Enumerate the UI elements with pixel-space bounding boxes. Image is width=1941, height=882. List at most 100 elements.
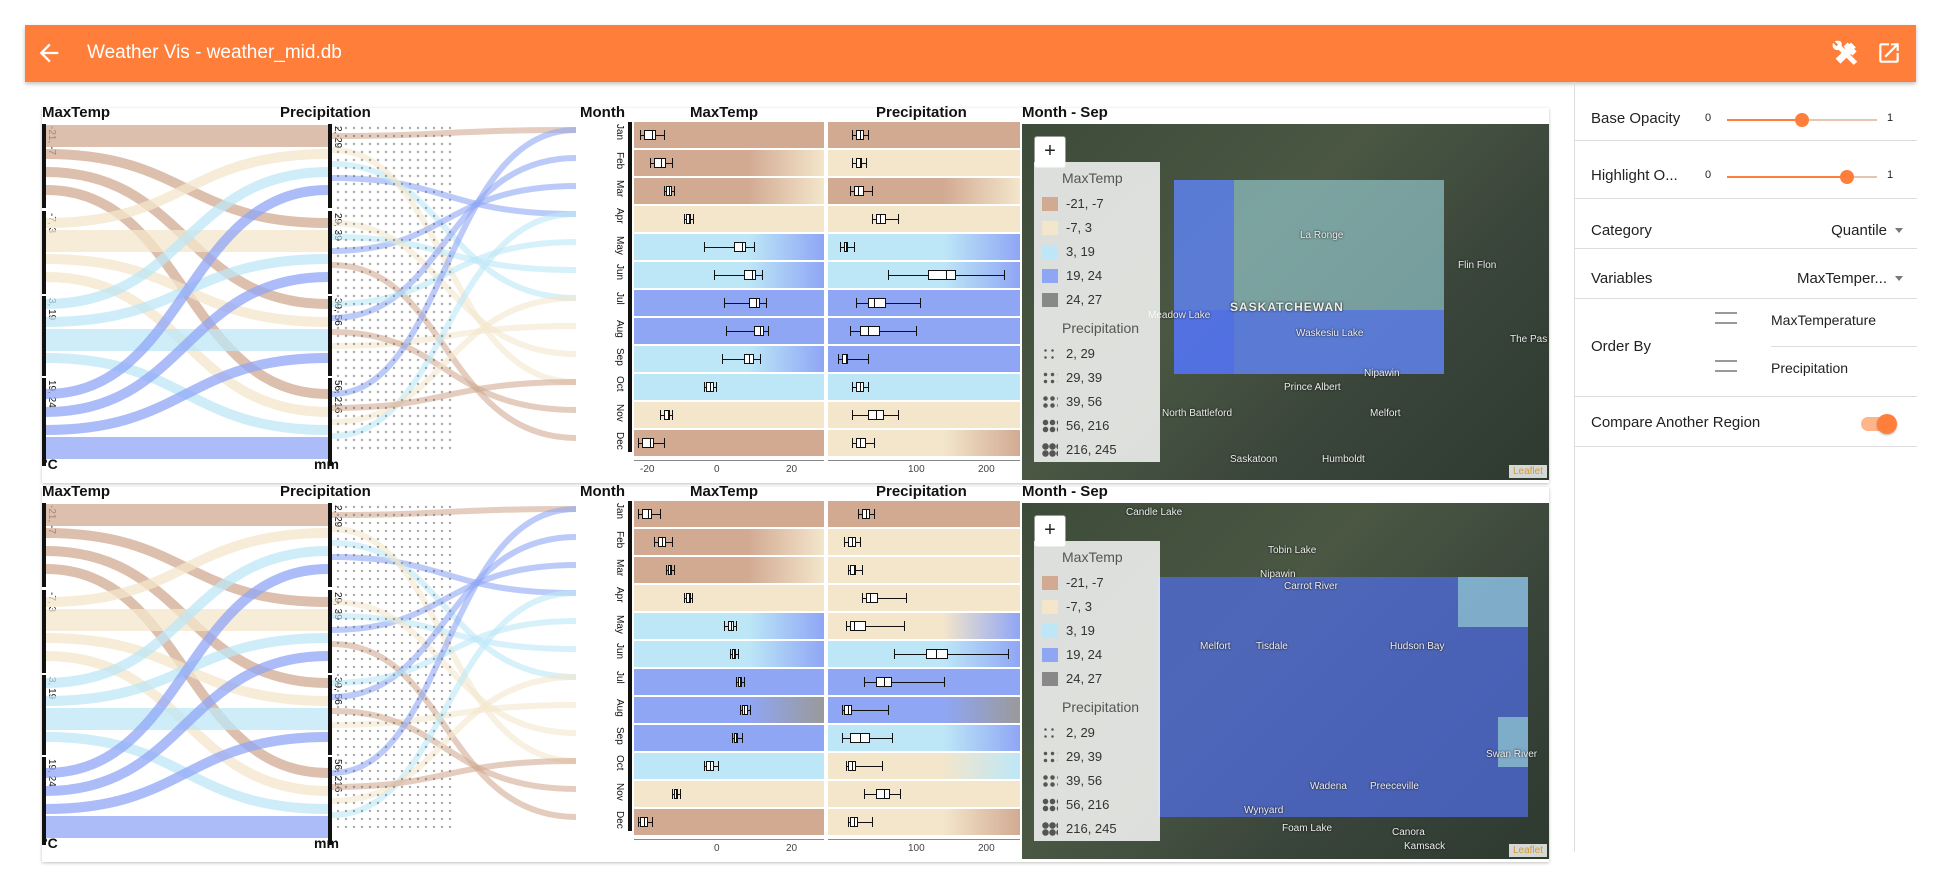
precip-segment-bar[interactable] [328, 296, 332, 376]
legend-item-label: 19, 24 [1066, 647, 1103, 662]
parallel-sets[interactable] [46, 503, 586, 843]
precip-box-row[interactable] [828, 753, 1020, 779]
temp-segment-bar[interactable] [42, 503, 46, 587]
precip-segment-bar[interactable] [328, 675, 332, 755]
order-by-item[interactable]: Precipitation [1771, 346, 1917, 394]
precip-segment-bar[interactable] [328, 378, 332, 466]
precip-box-row[interactable] [828, 402, 1020, 428]
precip-box-row[interactable] [828, 346, 1020, 372]
maxtemp-box-row[interactable] [634, 346, 824, 372]
precip-box-row[interactable] [828, 613, 1020, 639]
precip-box-row[interactable] [828, 781, 1020, 807]
region-map[interactable]: SASKATCHEWAN La Ronge Flin Flon The Pas Wask… [1022, 124, 1549, 480]
precip-box-row[interactable] [828, 122, 1020, 148]
maxtemp-box-row[interactable] [634, 262, 824, 288]
precip-box-row[interactable] [828, 234, 1020, 260]
precip-box-row[interactable] [828, 557, 1020, 583]
maxtemp-box-row[interactable] [634, 529, 824, 555]
drag-handle-icon[interactable] [1715, 312, 1737, 324]
variables-row[interactable]: Variables MaxTemper... [1575, 248, 1917, 299]
maxtemp-box-row[interactable] [634, 669, 824, 695]
precip-box-row[interactable] [828, 501, 1020, 527]
maxtemp-box-row[interactable] [634, 641, 824, 667]
precip-box-row[interactable] [828, 585, 1020, 611]
flow-band[interactable] [46, 272, 329, 417]
precip-segment-bar[interactable] [328, 590, 332, 673]
maxtemp-box-row[interactable] [634, 430, 824, 456]
order-by-item[interactable]: MaxTemperature [1771, 298, 1917, 347]
map-attribution[interactable]: Leaflet [1508, 844, 1547, 857]
precip-box-row[interactable] [828, 262, 1020, 288]
category-row[interactable]: Category Quantile [1575, 198, 1917, 249]
variables-select[interactable]: MaxTemper... [1796, 270, 1887, 287]
maxtemp-box-row[interactable] [634, 697, 824, 723]
maxtemp-box-row[interactable] [634, 374, 824, 400]
temp-segment-bar[interactable] [42, 296, 46, 376]
map-overlay[interactable] [1174, 180, 1444, 374]
precip-box-row[interactable] [828, 669, 1020, 695]
maxtemp-box-row[interactable] [634, 402, 824, 428]
precip-segment-bar[interactable] [328, 503, 332, 587]
region-map[interactable]: Candle Lake Tobin Lake Nipawin Carrot River… [1022, 503, 1549, 859]
category-select[interactable]: Quantile [1831, 222, 1887, 239]
flow-band[interactable] [46, 528, 329, 607]
drag-handle-icon[interactable] [1715, 360, 1737, 372]
maxtemp-box-row[interactable] [634, 150, 824, 176]
arrow-left-icon[interactable] [35, 39, 63, 67]
precip-box-row[interactable] [828, 290, 1020, 316]
temp-segment-bar[interactable] [42, 211, 46, 294]
precip-box-row[interactable] [828, 150, 1020, 176]
flow-band[interactable] [46, 353, 329, 435]
temp-segment-bar[interactable] [42, 124, 46, 208]
compare-toggle[interactable] [1861, 414, 1897, 434]
compare-toggle-thumb[interactable] [1877, 414, 1897, 434]
precip-box-row[interactable] [828, 430, 1020, 456]
maxtemp-box-row[interactable] [634, 557, 824, 583]
map-overlay[interactable] [1158, 577, 1528, 817]
precip-box-row[interactable] [828, 374, 1020, 400]
flow-band[interactable] [46, 651, 329, 796]
precip-segment-bar[interactable] [328, 757, 332, 845]
maxtemp-box-row[interactable] [634, 613, 824, 639]
precip-box-row[interactable] [828, 178, 1020, 204]
maxtemp-box-row[interactable] [634, 318, 824, 344]
maxtemp-box-row[interactable] [634, 234, 824, 260]
flow-band[interactable] [46, 185, 329, 399]
maxtemp-box-row[interactable] [634, 781, 824, 807]
maxtemp-box-row[interactable] [634, 809, 824, 835]
flow-band[interactable] [46, 149, 329, 228]
precip-box-row[interactable] [828, 809, 1020, 835]
maxtemp-box-row[interactable] [634, 178, 824, 204]
precip-segment-bar[interactable] [328, 211, 332, 294]
precip-box-row[interactable] [828, 318, 1020, 344]
precip-box-row[interactable] [828, 529, 1020, 555]
parallel-sets[interactable] [46, 124, 586, 464]
base-opacity-slider-thumb[interactable] [1795, 113, 1809, 127]
month-label: Apr [614, 208, 625, 224]
temp-segment-bar[interactable] [42, 378, 46, 466]
flow-band[interactable] [46, 167, 329, 309]
flow-band[interactable] [46, 732, 329, 814]
maxtemp-box-row[interactable] [634, 725, 824, 751]
open-in-new-icon[interactable] [1876, 40, 1902, 66]
precip-box-row[interactable] [828, 697, 1020, 723]
boxplot-median [749, 354, 750, 364]
maxtemp-box-row[interactable] [634, 585, 824, 611]
highlight-opacity-slider-thumb[interactable] [1840, 170, 1854, 184]
temp-segment-bar[interactable] [42, 590, 46, 673]
maxtemp-box-row[interactable] [634, 206, 824, 232]
tools-icon[interactable] [1832, 40, 1860, 68]
precip-segment-bar[interactable] [328, 124, 332, 208]
flow-band[interactable] [46, 546, 329, 688]
precip-box-row[interactable] [828, 641, 1020, 667]
map-attribution[interactable]: Leaflet [1508, 465, 1547, 478]
temp-segment-bar[interactable] [42, 757, 46, 845]
precip-box-row[interactable] [828, 206, 1020, 232]
maxtemp-box-row[interactable] [634, 122, 824, 148]
flow-band[interactable] [46, 564, 329, 778]
temp-segment-bar[interactable] [42, 675, 46, 755]
maxtemp-box-row[interactable] [634, 501, 824, 527]
precip-box-row[interactable] [828, 725, 1020, 751]
maxtemp-box-row[interactable] [634, 290, 824, 316]
maxtemp-box-row[interactable] [634, 753, 824, 779]
